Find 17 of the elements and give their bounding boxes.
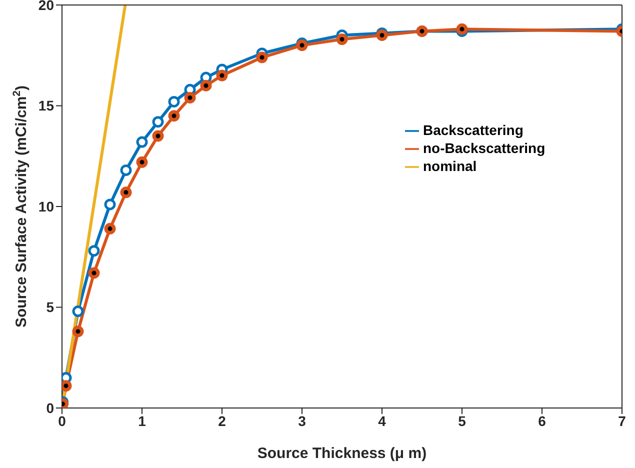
x-tick-label: 1 xyxy=(138,412,146,429)
y-tick-label: 0 xyxy=(46,400,54,416)
x-axis-title: Source Thickness (μ m) xyxy=(257,445,427,462)
x-tick-label: 3 xyxy=(298,412,306,429)
x-tick-label: 0 xyxy=(58,412,66,429)
y-tick-label: 5 xyxy=(46,299,54,316)
y-tick-label: 15 xyxy=(38,98,54,114)
x-tick-label: 2 xyxy=(218,412,226,429)
legend-label: no-Backscattering xyxy=(423,140,546,156)
x-tick-label: 5 xyxy=(458,412,466,429)
x-tick-label: 6 xyxy=(538,412,546,429)
legend-label: nominal xyxy=(423,158,477,174)
y-tick-label: 10 xyxy=(38,198,54,214)
x-tick-label: 7 xyxy=(618,412,626,429)
y-tick-label: 20 xyxy=(38,0,54,13)
x-tick-label: 4 xyxy=(378,412,386,429)
legend-label: Backscattering xyxy=(423,122,524,138)
